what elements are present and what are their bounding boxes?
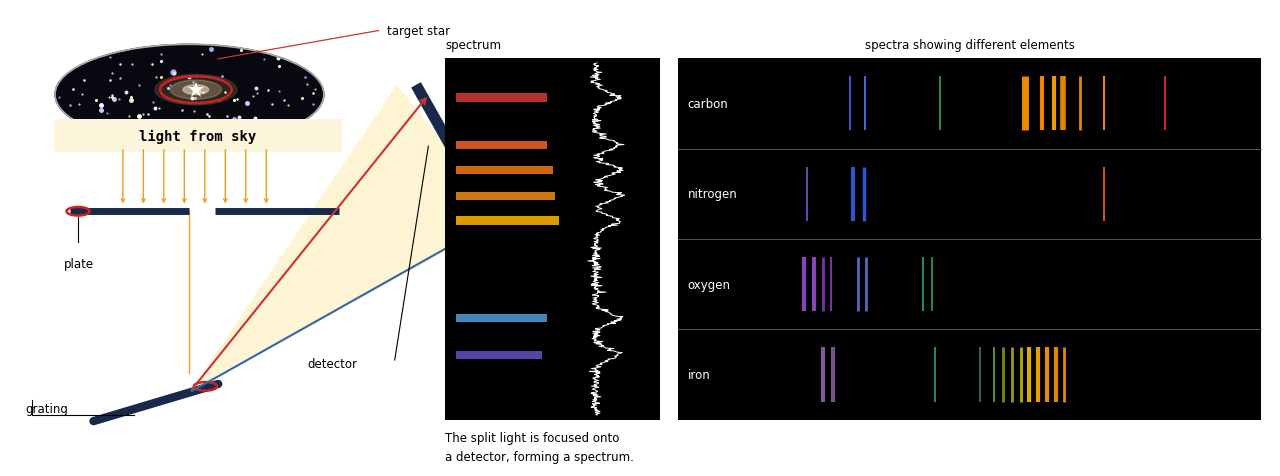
Text: light from sky: light from sky bbox=[140, 129, 256, 143]
Text: spectrum: spectrum bbox=[445, 39, 502, 52]
Text: plate: plate bbox=[64, 257, 95, 270]
Bar bbox=[456, 167, 553, 175]
Text: grating: grating bbox=[26, 402, 68, 415]
Circle shape bbox=[55, 45, 324, 145]
Text: target star: target star bbox=[387, 24, 449, 38]
Text: oxygen: oxygen bbox=[687, 278, 731, 291]
Bar bbox=[456, 217, 559, 226]
Text: detector: detector bbox=[307, 357, 357, 371]
Bar bbox=[678, 59, 1261, 420]
Bar bbox=[456, 142, 547, 149]
Circle shape bbox=[170, 81, 221, 100]
Circle shape bbox=[183, 86, 209, 95]
Bar bbox=[456, 192, 556, 200]
Bar bbox=[445, 59, 660, 420]
Polygon shape bbox=[189, 86, 506, 393]
Text: carbon: carbon bbox=[687, 98, 728, 110]
Text: The split light is focused onto
a detector, forming a spectrum.: The split light is focused onto a detect… bbox=[445, 431, 635, 463]
Circle shape bbox=[155, 75, 237, 106]
Text: spectra showing different elements: spectra showing different elements bbox=[865, 39, 1075, 52]
FancyBboxPatch shape bbox=[54, 120, 342, 152]
Text: iron: iron bbox=[687, 368, 710, 381]
Bar bbox=[456, 315, 547, 323]
Text: nitrogen: nitrogen bbox=[687, 188, 737, 201]
Bar bbox=[456, 94, 547, 103]
Bar bbox=[456, 351, 543, 359]
